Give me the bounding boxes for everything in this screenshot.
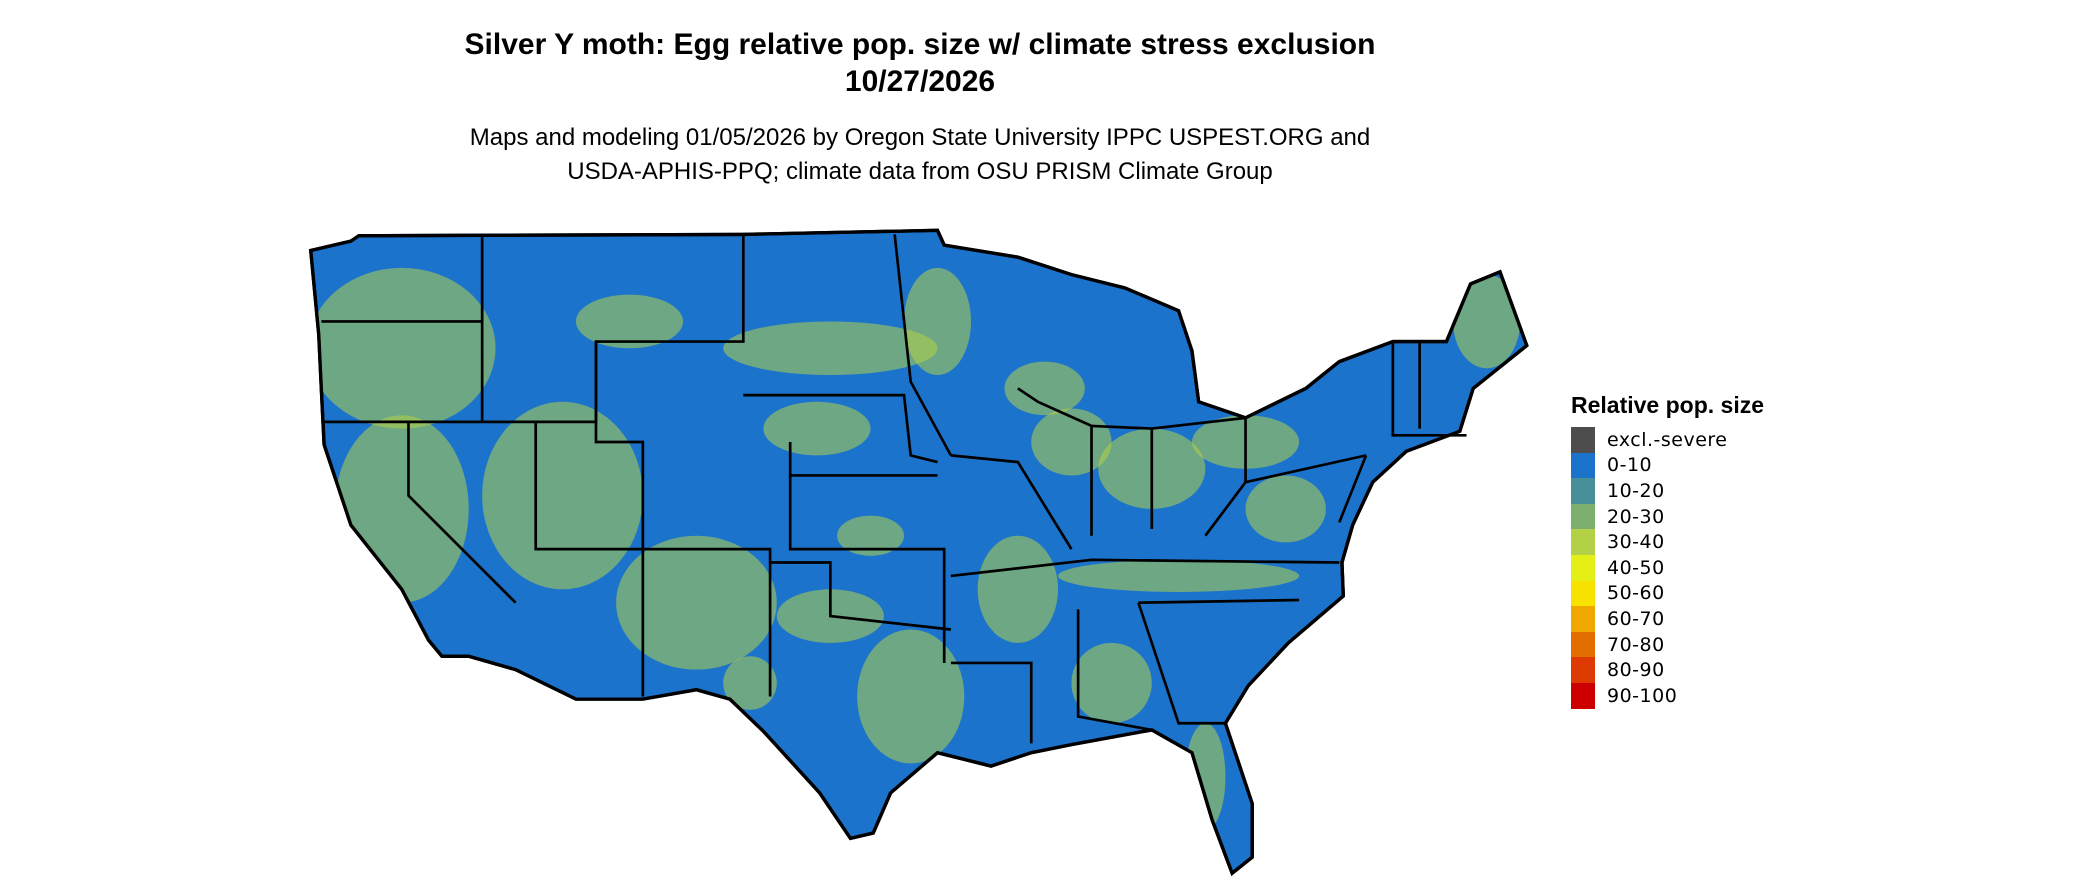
legend-swatch xyxy=(1571,529,1595,555)
patch-30-40 xyxy=(616,535,777,670)
legend-item: 20-30 xyxy=(1571,503,1764,530)
subtitle-line-2: USDA-APHIS-PPQ; climate data from OSU PR… xyxy=(567,158,1273,185)
legend-item: 70-80 xyxy=(1571,631,1764,658)
legend-item: 80-90 xyxy=(1571,657,1764,683)
patch-30-40 xyxy=(310,267,496,429)
patch-30-40 xyxy=(904,267,971,376)
legend-swatch xyxy=(1571,606,1595,632)
legend-label: 90-100 xyxy=(1607,684,1678,707)
patch-30-40 xyxy=(1185,723,1226,831)
patch-30-40 xyxy=(857,629,965,764)
legend-item: 90-100 xyxy=(1571,682,1764,709)
legend-swatch xyxy=(1571,503,1595,530)
legend-label: 60-70 xyxy=(1607,607,1665,630)
legend-item: 60-70 xyxy=(1571,606,1764,632)
legend-label: 70-80 xyxy=(1607,633,1665,656)
legend-item: 30-40 xyxy=(1571,529,1764,555)
legend-label: 20-30 xyxy=(1607,505,1665,528)
suitability-patches xyxy=(310,267,1521,831)
patch-30-40 xyxy=(1004,361,1085,416)
state-border xyxy=(321,420,643,551)
map-date: 10/27/2026 xyxy=(844,65,996,98)
state-border xyxy=(1137,602,1226,725)
patch-30-40 xyxy=(1071,642,1152,724)
legend-swatch xyxy=(1571,657,1595,683)
state-border xyxy=(594,341,645,697)
legend-label: 10-20 xyxy=(1607,479,1665,502)
state-border xyxy=(788,441,946,663)
legend-item: 50-60 xyxy=(1571,580,1764,607)
legend-label: 30-40 xyxy=(1607,531,1665,554)
state-border xyxy=(1151,416,1247,537)
patch-30-40 xyxy=(763,401,871,456)
patch-30-40 xyxy=(837,515,905,556)
legend-label: 80-90 xyxy=(1607,659,1665,682)
state-border xyxy=(893,234,953,457)
patch-30-40 xyxy=(1245,475,1326,543)
state-border xyxy=(642,547,772,697)
state-border xyxy=(743,393,938,464)
patch-30-40 xyxy=(723,321,938,376)
patch-30-40 xyxy=(723,656,777,710)
state-border xyxy=(1338,454,1368,523)
subtitle-line-1: Maps and modeling 01/05/2026 by Oregon S… xyxy=(469,124,1371,151)
legend-swatch xyxy=(1571,427,1595,453)
state-border xyxy=(407,421,517,604)
legend: Relative pop. size excl.-severe 0-10 10-20… xyxy=(1571,392,1764,709)
state-border xyxy=(950,661,1033,744)
state-border xyxy=(1138,598,1300,605)
state-border xyxy=(950,558,1340,578)
patch-30-40 xyxy=(1058,559,1300,592)
legend-item: 0-10 xyxy=(1571,452,1764,479)
map-title: Silver Y moth: Egg relative pop. size w/… xyxy=(464,28,1376,61)
state-border xyxy=(1245,454,1367,484)
patch-30-40 xyxy=(977,535,1059,643)
state-border xyxy=(950,454,1073,550)
legend-swatch xyxy=(1571,580,1595,607)
state-border xyxy=(770,561,952,631)
state-border xyxy=(1017,387,1093,536)
legend-label: 0-10 xyxy=(1607,454,1653,477)
legend-label: excl.-severe xyxy=(1607,428,1728,451)
legend-swatch xyxy=(1571,554,1595,581)
legend-title: Relative pop. size xyxy=(1571,392,1765,418)
legend-swatch xyxy=(1571,682,1595,709)
legend-item: 40-50 xyxy=(1571,554,1764,581)
legend-swatch xyxy=(1571,452,1595,479)
legend-label: 50-60 xyxy=(1607,582,1665,605)
legend-item: 10-20 xyxy=(1571,478,1764,504)
legend-label: 40-50 xyxy=(1607,556,1665,579)
patch-30-40 xyxy=(482,401,643,590)
state-border xyxy=(1076,609,1153,732)
legend-item: excl.-severe xyxy=(1571,427,1764,453)
legend-swatch xyxy=(1571,478,1595,504)
legend-swatch xyxy=(1571,631,1595,658)
patch-30-40 xyxy=(575,294,684,349)
state-border xyxy=(1391,341,1467,437)
patch-30-40 xyxy=(334,415,469,603)
patch-30-40 xyxy=(1453,274,1521,369)
state-boundaries xyxy=(321,234,1467,744)
